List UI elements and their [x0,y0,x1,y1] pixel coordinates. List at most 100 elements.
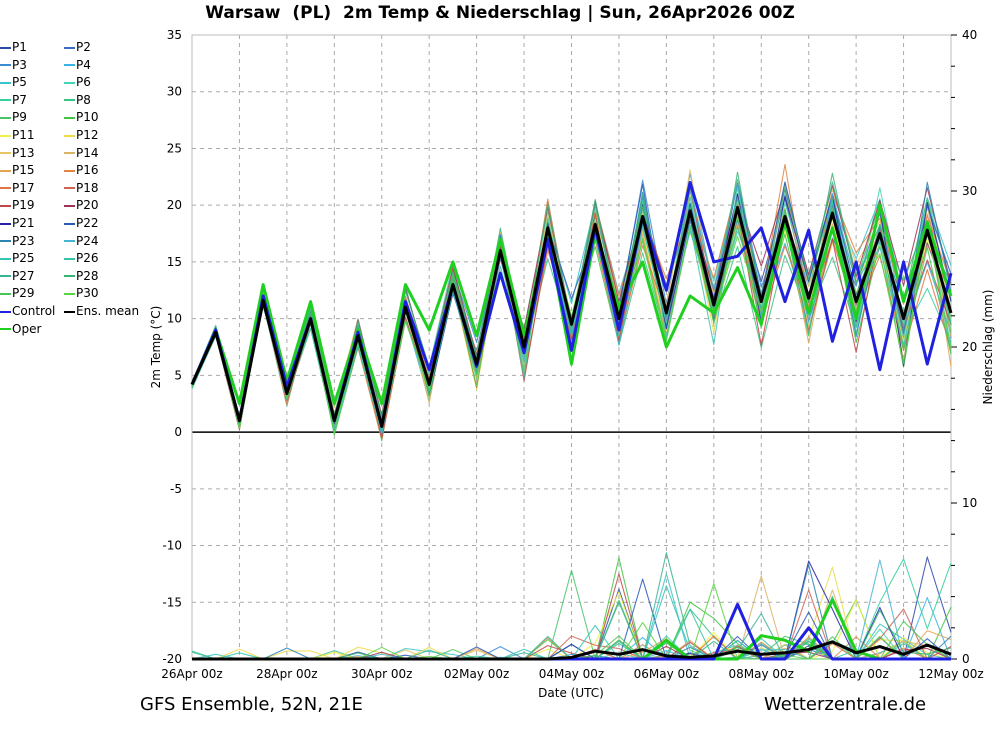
legend-item: P28 [64,269,99,283]
legend-swatch [64,116,75,119]
legend-label: Ens. mean [76,304,140,318]
legend-item: P20 [64,198,99,212]
member-P28-temp-line [191,171,952,418]
y-tick-label: 30 [167,85,182,99]
legend-label: P18 [76,180,99,195]
x-tick-label: 12May 00z [918,667,983,681]
legend-label: Control [12,304,56,318]
legend-item: P6 [64,75,91,89]
legend-label: P15 [12,163,35,178]
legend-label: P24 [76,233,99,248]
legend-label: P21 [12,216,35,230]
legend-label: P10 [76,110,99,125]
series-lines [190,164,953,661]
legend-item: P23 [0,234,35,248]
member-P13-temp-line [191,169,952,423]
legend-item: P4 [64,58,91,72]
legend-label: P17 [12,180,35,195]
oper-temp-line [190,203,953,406]
ens-mean-temp-line [190,205,953,428]
legend-swatch [64,64,75,67]
legend-item: P21 [0,216,35,230]
y2-tick-label: 0 [962,652,970,666]
legend-item: P10 [64,110,99,124]
legend-swatch [64,204,75,207]
legend-item: P14 [64,146,99,160]
legend-swatch [64,46,75,49]
legend-swatch [0,152,11,155]
legend-swatch [0,81,11,84]
member-P16-precip-line [192,635,951,660]
x-axis-label: Date (UTC) [538,686,604,700]
legend-swatch [64,257,75,260]
y-tick-label: 35 [167,28,182,42]
legend-item: P17 [0,181,35,195]
legend-swatch [64,292,75,295]
legend-item: P26 [64,251,99,265]
legend-item: P7 [0,93,27,107]
legend-item: P29 [0,286,35,300]
legend-item: P25 [0,251,35,265]
ens-mean-precip-line [192,640,952,661]
legend-swatch [0,46,11,49]
y2-tick-label: 40 [962,28,977,42]
legend-label: P25 [12,251,35,266]
legend-item: P12 [64,128,99,142]
legend-item: P3 [0,58,27,72]
legend-swatch [64,222,75,225]
legend-item: P22 [64,216,99,230]
legend-label: P20 [76,198,99,213]
legend-label: P13 [12,145,35,160]
legend-item: P13 [0,146,35,160]
legend-label: P30 [76,286,99,301]
member-P18-precip-line [192,589,951,660]
y-axis-label: 2m Temp (°C) [149,306,163,389]
legend-swatch [64,134,75,137]
y-tick-label: 25 [167,141,182,155]
legend-label: P7 [12,92,27,107]
legend-item: P24 [64,234,99,248]
legend-label: Oper [12,321,42,336]
x-tick-label: 28Apr 00z [256,667,317,681]
legend-label: P27 [12,268,35,283]
legend-label: P29 [12,286,35,301]
y-tick-label: 5 [174,368,182,382]
legend-item: Oper [0,322,41,336]
legend-label: P2 [76,40,91,54]
legend-label: P5 [12,75,27,90]
x-tick-label: 06May 00z [634,667,699,681]
legend-label: P8 [76,92,91,107]
legend-swatch [64,187,75,190]
x-tick-label: 02May 00z [444,667,509,681]
x-tick-label: 26Apr 00z [161,667,222,681]
legend-swatch [0,292,11,295]
legend-label: P28 [76,268,99,283]
legend-swatch [0,222,11,225]
y-tick-label: -5 [170,482,182,496]
legend-item: Control [0,304,55,318]
legend-item: P2 [64,40,91,54]
legend-label: P12 [76,128,99,142]
source-credit: Wetterzentrale.de [764,694,927,715]
y-tick-label: -10 [162,539,182,553]
legend-swatch [0,116,11,119]
legend-item: P11 [0,128,35,142]
legend-swatch [0,257,11,260]
legend-item: P16 [64,163,99,177]
legend-swatch [0,64,11,67]
legend-label: P9 [12,110,27,125]
legend-label: P3 [12,57,27,72]
y2-axis-label: Niederschlag (mm) [981,290,995,405]
legend-label: P14 [76,145,99,160]
legend-swatch [0,169,11,172]
y-tick-label: -20 [162,652,182,666]
y2-tick-label: 10 [962,496,977,510]
legend-item: Ens. mean [64,304,139,318]
x-tick-label: 08May 00z [729,667,794,681]
legend-swatch [64,310,75,313]
legend-swatch [64,152,75,155]
legend-label: P23 [12,233,35,248]
y-tick-label: 10 [167,312,182,326]
legend-item: P1 [0,40,27,54]
